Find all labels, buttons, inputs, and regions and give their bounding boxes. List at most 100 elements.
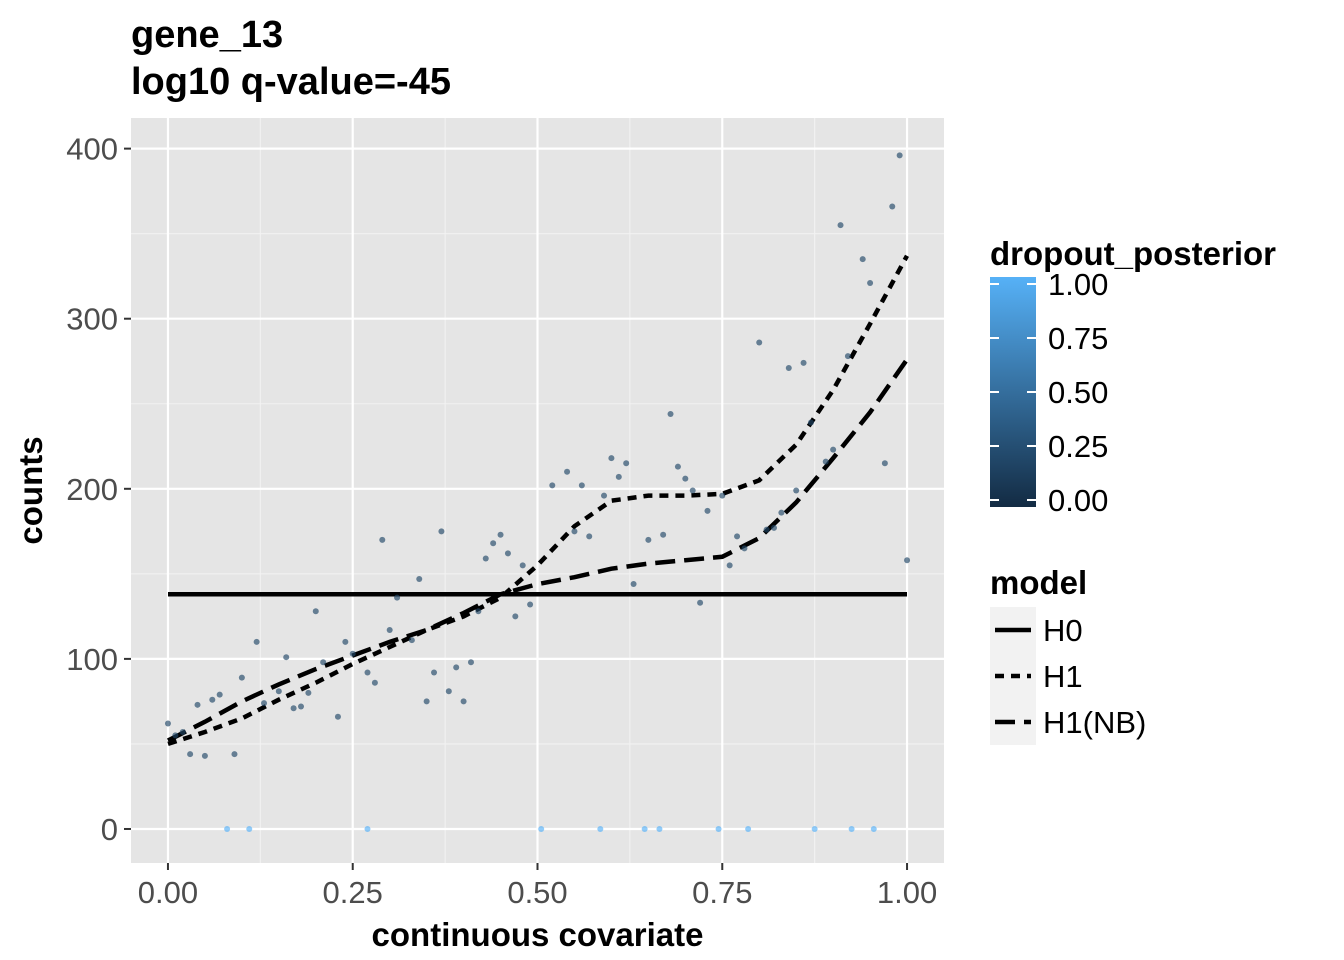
legend-label: H0 [1043, 613, 1083, 648]
data-point [793, 487, 800, 494]
data-point [261, 700, 268, 707]
line-h1 [167, 254, 909, 747]
data-point [379, 536, 386, 543]
colorbar-tick-label: 1.00 [1048, 267, 1108, 302]
data-point [682, 475, 689, 482]
data-point [904, 557, 911, 564]
data-point [844, 353, 851, 360]
colorbar-tick-label: 0.75 [1048, 321, 1108, 356]
model-lines [166, 254, 909, 747]
data-point [697, 599, 704, 606]
data-point [194, 701, 201, 708]
data-point [438, 528, 445, 535]
data-point [231, 751, 238, 758]
data-point [408, 637, 415, 644]
data-point [467, 659, 474, 666]
color-legend-title: dropout_posterior [990, 235, 1276, 272]
data-point [253, 638, 260, 645]
y-tick-label: 400 [66, 132, 118, 167]
data-point [238, 674, 245, 681]
data-point [312, 608, 319, 615]
data-point [656, 825, 663, 832]
data-point [763, 526, 770, 533]
data-point [342, 638, 349, 645]
x-tick-label: 0.00 [138, 875, 198, 910]
data-point [224, 825, 231, 832]
data-point [741, 545, 748, 552]
data-point [475, 608, 482, 615]
data-point [641, 825, 648, 832]
grid-lines [131, 118, 944, 863]
data-point [785, 365, 792, 372]
data-point [715, 825, 722, 832]
data-point [689, 487, 696, 494]
data-point [431, 669, 438, 676]
data-point [645, 536, 652, 543]
colorbar-ticks: 1.00 0.75 0.50 0.25 0.00 [990, 267, 1108, 518]
data-point [564, 468, 571, 475]
data-point [837, 222, 844, 229]
data-point [601, 492, 608, 499]
data-point [771, 524, 778, 531]
data-point [674, 463, 681, 470]
data-point [179, 729, 186, 736]
data-point [460, 698, 467, 705]
legend-label: H1(NB) [1043, 705, 1146, 740]
data-point [290, 705, 297, 712]
x-tick-label: 0.75 [692, 875, 752, 910]
data-point [386, 626, 393, 633]
data-point [538, 825, 545, 832]
colorbar-tick-label: 0.50 [1048, 375, 1108, 410]
y-axis: 0 100 200 300 400 [66, 132, 131, 847]
data-point [549, 482, 556, 489]
data-point [870, 825, 877, 832]
chart-subtitle: log10 q-value=-45 [131, 61, 451, 103]
data-point [881, 460, 888, 467]
data-point [519, 562, 526, 569]
data-point [630, 581, 637, 588]
data-point [867, 279, 874, 286]
data-point [216, 691, 223, 698]
data-point [512, 613, 519, 620]
data-point [660, 531, 667, 538]
data-point [859, 256, 866, 263]
data-point [482, 555, 489, 562]
data-point [778, 509, 785, 516]
data-point [597, 825, 604, 832]
data-point [571, 528, 578, 535]
model-legend: model H0 H1 H1(NB) [990, 564, 1146, 745]
data-point [275, 688, 282, 695]
x-tick-label: 0.50 [507, 875, 567, 910]
data-point [800, 359, 807, 366]
data-point [416, 575, 423, 582]
data-point [172, 732, 179, 739]
y-axis-title: counts [12, 436, 49, 544]
data-point [209, 696, 216, 703]
data-point [334, 713, 341, 720]
data-point [822, 458, 829, 465]
data-point [320, 659, 327, 666]
data-point [504, 550, 511, 557]
data-point [297, 703, 304, 710]
data-point [364, 825, 371, 832]
data-point [667, 410, 674, 417]
data-point [423, 698, 430, 705]
y-tick-label: 0 [101, 812, 118, 847]
data-point [453, 664, 460, 671]
data-point [187, 751, 194, 758]
data-point [807, 419, 814, 426]
data-point [394, 594, 401, 601]
data-point [623, 460, 630, 467]
data-point [734, 533, 741, 540]
y-tick-label: 300 [66, 302, 118, 337]
data-point [615, 473, 622, 480]
data-point [896, 152, 903, 159]
data-point [490, 540, 497, 547]
data-point [201, 752, 208, 759]
data-point [283, 654, 290, 661]
data-point [364, 669, 371, 676]
data-point [889, 203, 896, 210]
data-point [246, 825, 253, 832]
data-point [811, 825, 818, 832]
